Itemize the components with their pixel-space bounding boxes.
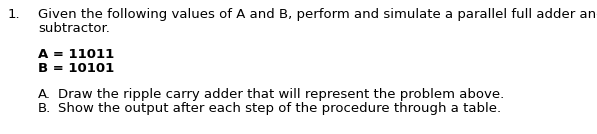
- Text: Draw the ripple carry adder that will represent the problem above.: Draw the ripple carry adder that will re…: [58, 88, 504, 101]
- Text: subtractor.: subtractor.: [38, 22, 110, 35]
- Text: A = 11011: A = 11011: [38, 48, 114, 61]
- Text: Show the output after each step of the procedure through a table.: Show the output after each step of the p…: [58, 102, 501, 115]
- Text: B = 10101: B = 10101: [38, 62, 114, 75]
- Text: A.: A.: [38, 88, 51, 101]
- Text: Given the following values of A and B, perform and simulate a parallel full adde: Given the following values of A and B, p…: [38, 8, 597, 21]
- Text: B.: B.: [38, 102, 51, 115]
- Text: 1.: 1.: [8, 8, 21, 21]
